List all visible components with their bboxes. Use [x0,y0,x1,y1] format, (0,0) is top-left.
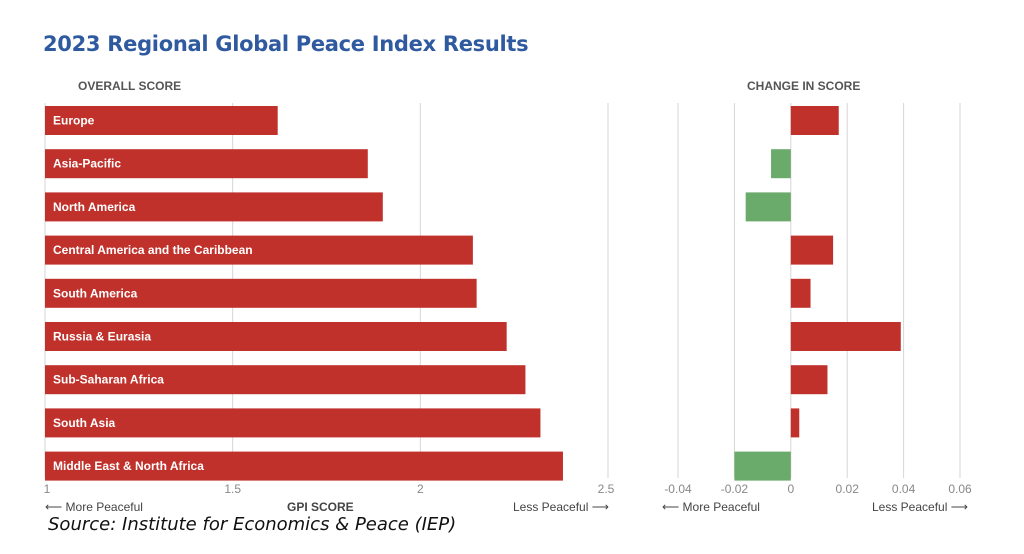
chart-title: 2023 Regional Global Peace Index Results [43,32,529,56]
x-tick-label: -0.04 [664,482,692,496]
x-tick-label: 0.02 [836,482,860,496]
change-bar-central-america-and-the-caribbean [790,235,834,265]
bar-label: South America [53,286,138,300]
bar-label: South Asia [53,416,116,430]
right-less-peaceful-label: Less Peaceful ⟶ [872,500,968,514]
bar-north-america [45,192,383,222]
bar-middle-east-north-africa [45,451,563,481]
change-bar-middle-east-north-africa [734,451,791,481]
bar-sub-saharan-africa [45,365,526,395]
change-bar-south-asia [790,408,800,438]
bar-south-america [45,278,477,308]
x-tick-label: 2 [417,482,424,496]
x-tick-label: 2.5 [598,482,615,496]
bar-label: Central America and the Caribbean [53,243,253,257]
x-tick-label: 0 [787,482,794,496]
bar-label: North America [53,200,136,214]
gpi-score-axis-label: GPI SCORE [287,500,354,514]
change-bar-south-america [790,278,811,308]
bar-label: Middle East & North Africa [53,459,204,473]
bar-label: Europe [53,114,95,128]
bar-label: Asia-Pacific [53,157,121,171]
x-tick-label: 0.06 [948,482,972,496]
bar-south-asia [45,408,541,438]
x-tick-label: 1.5 [224,482,241,496]
right-more-peaceful-label: ⟵ More Peaceful [662,500,760,514]
bar-asia-pacific [45,149,368,179]
change-bar-russia-eurasia [790,322,901,351]
source-note: Source: Institute for Economics & Peace … [48,514,457,535]
bar-label: Russia & Eurasia [53,330,151,344]
left-more-peaceful-label: ⟵ More Peaceful [45,500,143,514]
left-less-peaceful-label: Less Peaceful ⟶ [513,500,609,514]
change-bar-europe [790,106,839,135]
bar-europe [45,106,278,135]
x-tick-label: 0.04 [892,482,916,496]
overall-score-header: OVERALL SCORE [78,79,182,93]
change-bar-north-america [745,192,791,222]
change-bar-sub-saharan-africa [790,365,828,395]
x-tick-label: 1 [44,482,51,496]
change-bar-asia-pacific [771,149,791,179]
change-in-score-header: CHANGE IN SCORE [747,79,861,93]
bar-central-america-and-the-caribbean [45,235,473,265]
bar-label: Sub-Saharan Africa [53,373,164,387]
bar-russia-eurasia [45,322,507,351]
x-tick-label: -0.02 [721,482,749,496]
